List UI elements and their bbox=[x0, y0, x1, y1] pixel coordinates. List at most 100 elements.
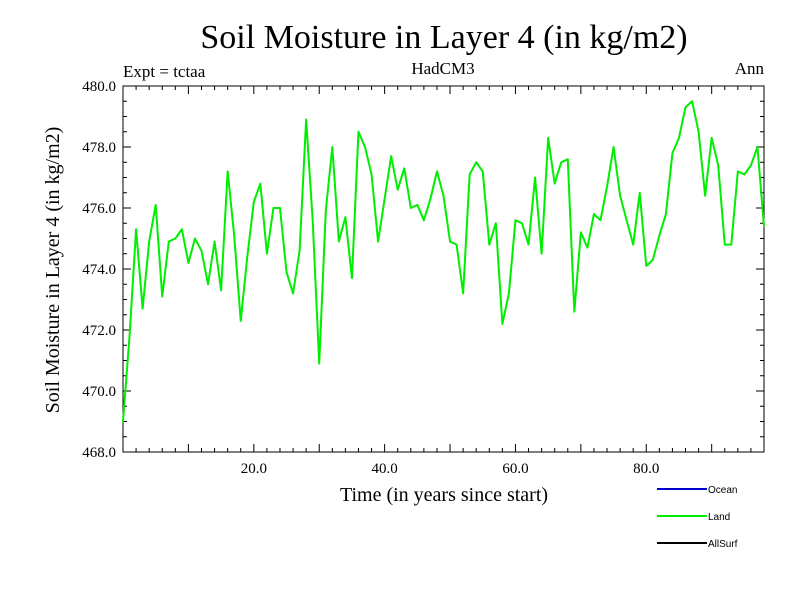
data-point bbox=[566, 158, 569, 160]
data-point bbox=[318, 362, 321, 365]
data-point bbox=[573, 310, 576, 313]
data-point bbox=[174, 237, 177, 240]
data-point bbox=[423, 219, 425, 221]
data-point bbox=[540, 252, 543, 255]
data-point bbox=[324, 210, 327, 212]
data-point bbox=[658, 234, 661, 237]
data-point bbox=[351, 277, 353, 279]
data-point bbox=[442, 195, 445, 197]
data-point bbox=[756, 146, 759, 148]
data-point bbox=[305, 118, 307, 121]
data-point bbox=[586, 246, 589, 249]
data-point bbox=[429, 198, 432, 200]
legend: Ocean Land AllSurf bbox=[657, 485, 738, 550]
y-tick-label: 478.0 bbox=[82, 140, 116, 156]
data-point bbox=[750, 164, 752, 167]
data-point bbox=[612, 146, 615, 148]
x-tick-label: 60.0 bbox=[502, 461, 528, 477]
data-point bbox=[200, 249, 203, 252]
x-tick-label: 20.0 bbox=[241, 461, 267, 477]
legend-label: Land bbox=[708, 512, 730, 523]
data-point bbox=[495, 222, 497, 225]
y-tick-label: 474.0 bbox=[82, 262, 116, 278]
data-point bbox=[436, 170, 438, 173]
data-point bbox=[593, 213, 595, 215]
data-point bbox=[383, 198, 386, 200]
y-tick-label: 480.0 bbox=[82, 79, 116, 95]
y-tick-label: 476.0 bbox=[82, 201, 116, 217]
y-tick-label: 468.0 bbox=[82, 445, 116, 461]
data-point bbox=[737, 170, 739, 173]
data-point bbox=[462, 292, 464, 295]
y-tick-label: 470.0 bbox=[82, 384, 116, 400]
data-point bbox=[527, 243, 530, 246]
data-point bbox=[691, 100, 693, 103]
data-point bbox=[194, 237, 196, 240]
data-point bbox=[468, 173, 471, 176]
legend-label: AllSurf bbox=[708, 539, 738, 550]
data-point bbox=[409, 207, 412, 209]
data-point bbox=[697, 130, 700, 133]
data-point bbox=[508, 292, 510, 295]
data-point bbox=[161, 295, 164, 298]
data-point bbox=[344, 216, 347, 218]
data-point bbox=[357, 130, 360, 133]
data-point bbox=[665, 213, 667, 215]
data-point bbox=[311, 219, 314, 221]
data-point bbox=[534, 176, 536, 179]
data-point bbox=[763, 225, 765, 228]
y-axis: 468.0 470.0 472.0 474.0 476.0 478.0 480.0 bbox=[82, 79, 764, 461]
data-point bbox=[678, 137, 680, 139]
data-point bbox=[266, 252, 268, 255]
data-point bbox=[560, 161, 563, 164]
data-point bbox=[645, 265, 648, 267]
data-point bbox=[403, 167, 406, 170]
data-point bbox=[449, 240, 451, 243]
data-point bbox=[167, 240, 170, 243]
data-point bbox=[619, 195, 621, 197]
data-point bbox=[331, 146, 334, 148]
data-point bbox=[521, 222, 523, 225]
data-point bbox=[671, 152, 674, 154]
data-point bbox=[638, 191, 641, 194]
experiment-label: Expt = tctaa bbox=[123, 62, 206, 81]
data-point bbox=[396, 188, 399, 191]
data-point bbox=[481, 170, 484, 173]
data-point bbox=[625, 219, 628, 221]
data-point bbox=[259, 182, 262, 185]
y-tick-label: 472.0 bbox=[82, 323, 116, 339]
x-tick-label: 80.0 bbox=[633, 461, 659, 477]
data-point bbox=[730, 243, 733, 246]
data-point bbox=[606, 185, 608, 188]
data-point bbox=[632, 243, 634, 246]
x-tick-label: 40.0 bbox=[372, 461, 398, 477]
data-point bbox=[213, 240, 216, 243]
data-point bbox=[272, 207, 275, 209]
legend-label: Ocean bbox=[708, 485, 737, 496]
data-point bbox=[226, 170, 229, 173]
data-point bbox=[710, 137, 713, 139]
data-point bbox=[338, 240, 340, 243]
data-point bbox=[704, 195, 706, 197]
data-point bbox=[723, 243, 726, 246]
data-point bbox=[122, 420, 124, 423]
data-point bbox=[390, 155, 392, 157]
data-point bbox=[553, 182, 556, 185]
data-point bbox=[154, 204, 157, 206]
data-point bbox=[455, 243, 458, 246]
data-point bbox=[187, 262, 190, 264]
data-point bbox=[220, 289, 222, 292]
data-point bbox=[364, 146, 366, 148]
x-axis-label: Time (in years since start) bbox=[340, 484, 548, 506]
data-point bbox=[652, 259, 654, 261]
y-axis-label: Soil Moisture in Layer 4 (in kg/m2) bbox=[42, 127, 64, 414]
data-point bbox=[547, 137, 549, 139]
data-point bbox=[279, 207, 281, 209]
model-label: HadCM3 bbox=[411, 59, 474, 78]
data-point bbox=[743, 173, 746, 176]
data-point bbox=[514, 219, 517, 221]
data-point bbox=[246, 255, 249, 258]
data-point bbox=[475, 161, 478, 164]
data-point bbox=[488, 243, 491, 246]
